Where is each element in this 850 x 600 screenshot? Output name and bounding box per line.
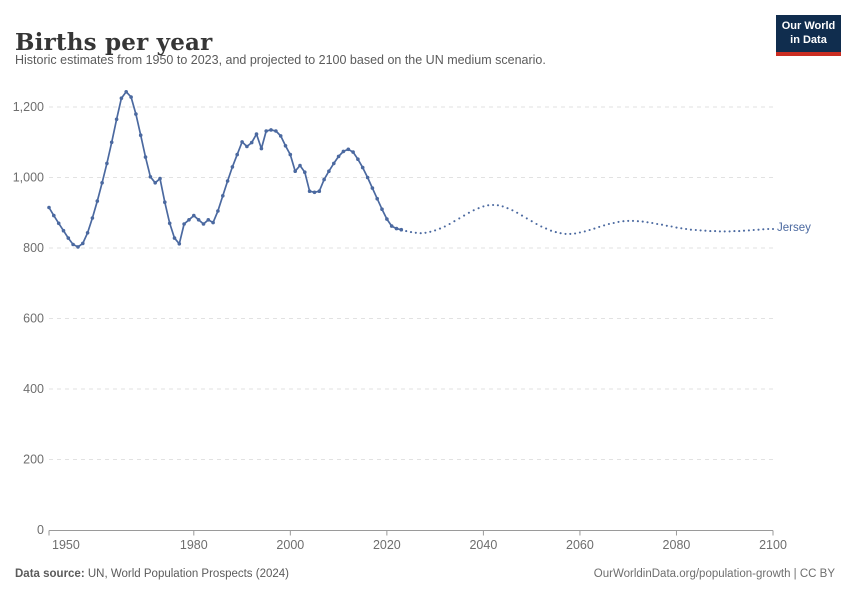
credit-link[interactable]: OurWorldinData.org/population-growth | C… <box>593 568 835 580</box>
svg-text:600: 600 <box>23 312 44 326</box>
historic-line-series[interactable] <box>47 90 404 249</box>
svg-text:2100: 2100 <box>759 538 787 552</box>
svg-text:1,200: 1,200 <box>13 100 44 114</box>
x-axis: 1950 1980 2000 2020 2040 2060 2080 2100 <box>48 530 787 552</box>
svg-text:200: 200 <box>23 453 44 467</box>
owid-logo[interactable]: Our World in Data <box>776 15 841 56</box>
svg-text:1,000: 1,000 <box>13 171 44 185</box>
owid-logo-text: Our World in Data <box>781 19 836 46</box>
projection-dotted-series[interactable] <box>405 203 775 235</box>
svg-text:1980: 1980 <box>180 538 208 552</box>
series-label-jersey[interactable]: Jersey <box>777 222 811 234</box>
data-source-note: Data source: UN, World Population Prospe… <box>15 568 289 580</box>
chart-subtitle: Historic estimates from 1950 to 2023, an… <box>15 53 546 67</box>
svg-text:2020: 2020 <box>373 538 401 552</box>
chart-footer: Data source: UN, World Population Prospe… <box>15 568 835 580</box>
data-source-label: Data source: <box>15 568 85 580</box>
svg-text:2040: 2040 <box>469 538 497 552</box>
svg-text:0: 0 <box>37 523 44 537</box>
y-axis-labels: 0 200 400 600 800 1,000 1,200 <box>13 100 44 537</box>
svg-text:400: 400 <box>23 382 44 396</box>
svg-text:800: 800 <box>23 241 44 255</box>
data-source-value: UN, World Population Prospects (2024) <box>84 568 289 580</box>
svg-text:2000: 2000 <box>276 538 304 552</box>
gridlines <box>49 106 773 460</box>
svg-text:2060: 2060 <box>566 538 594 552</box>
page-title: Births per year <box>15 29 213 57</box>
svg-text:2080: 2080 <box>663 538 691 552</box>
svg-text:1950: 1950 <box>52 538 80 552</box>
